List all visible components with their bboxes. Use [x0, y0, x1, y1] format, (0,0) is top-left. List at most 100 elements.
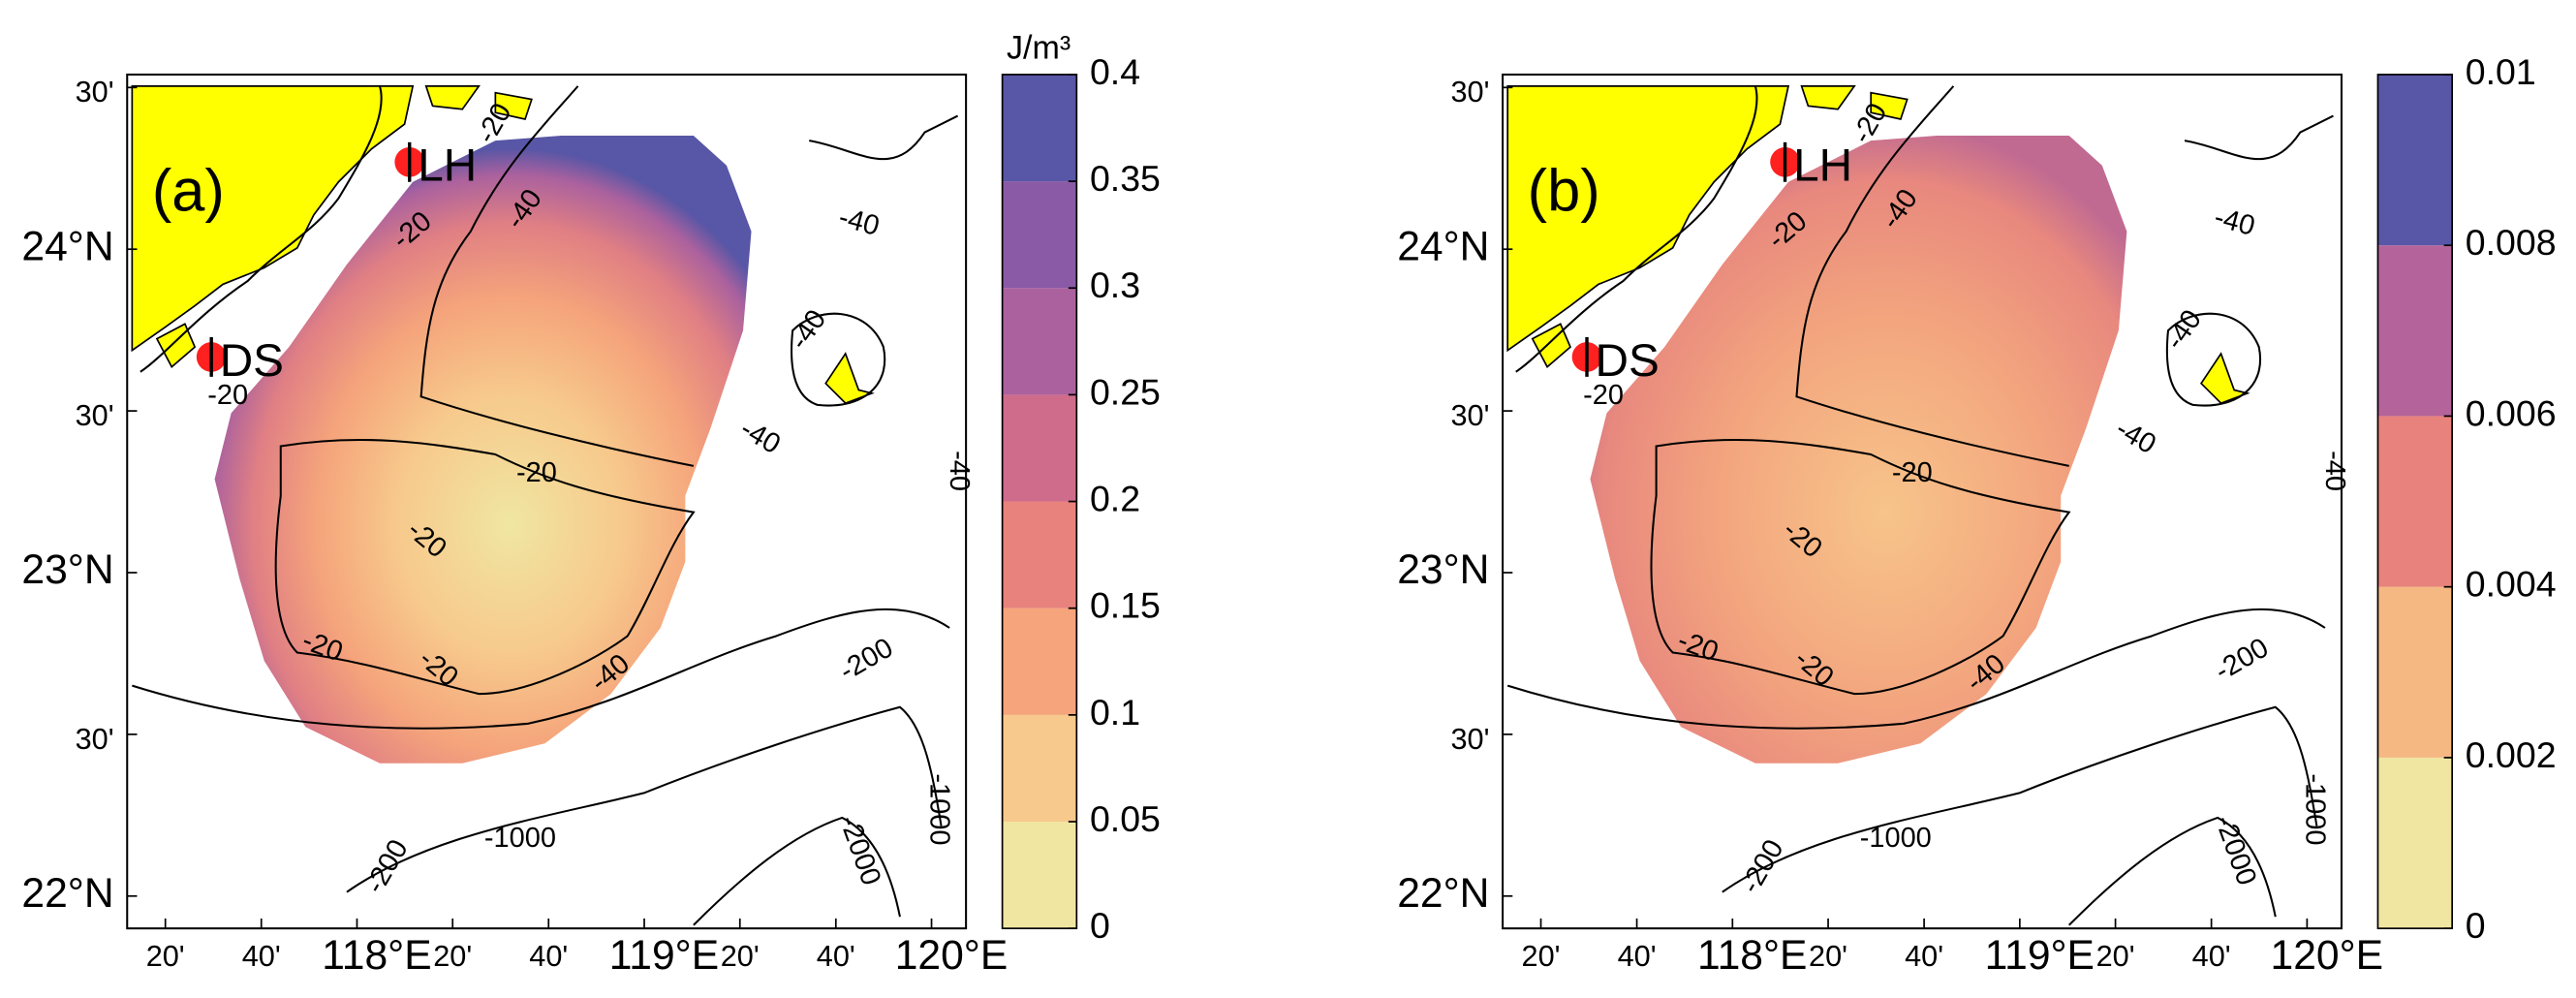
colorbar-tick-label: 0.15 — [1090, 585, 1161, 626]
island — [1800, 85, 1856, 110]
colorbar-segment — [1002, 288, 1077, 395]
isobath-label: -1000 — [484, 823, 556, 854]
isobath — [419, 85, 695, 467]
isobath — [2184, 114, 2334, 161]
y-tick-label: 23°N — [1397, 546, 1489, 593]
isobath — [1515, 85, 1758, 373]
map-panel: -20-40-40-20-40-20-40-20-20-20 -20 -40 -200… — [1397, 51, 2556, 979]
y-tick-label: 30' — [76, 722, 114, 756]
x-tick-label: 20' — [1809, 939, 1847, 973]
panel-label: (a) — [152, 158, 225, 225]
colorbar-tick-label: 0.004 — [2466, 564, 2557, 605]
land — [1506, 85, 1790, 353]
energy-field — [214, 136, 752, 764]
x-tick-label: 40' — [1618, 939, 1657, 973]
isobath — [1722, 705, 2318, 893]
y-tick-label: 30' — [76, 75, 114, 109]
colorbar-tick-label: 0.35 — [1090, 158, 1161, 199]
island — [155, 323, 197, 368]
isobath-label: -40 — [2319, 451, 2350, 491]
station-label: DS — [220, 335, 284, 387]
colorbar-tick-label: 0.1 — [1090, 692, 1140, 733]
colorbar-tick-label: 0.25 — [1090, 371, 1161, 412]
colorbar-segment — [2377, 586, 2453, 758]
colorbar-segment — [2377, 74, 2453, 246]
isobath-label: -20 — [1583, 380, 1624, 411]
energy-field — [1590, 136, 2127, 764]
island — [494, 91, 533, 120]
station-label: LH — [418, 140, 477, 192]
x-tick-label: 118°E — [1697, 932, 1807, 979]
colorbar-segment — [2377, 757, 2453, 929]
isobath-label: -20 — [207, 380, 248, 411]
colorbar-tick-label: 0 — [1090, 905, 1110, 946]
isobath — [791, 312, 886, 407]
x-tick-label: 40' — [242, 939, 281, 973]
isobath — [274, 438, 696, 696]
isobath — [693, 816, 901, 926]
colorbar-segment — [2377, 245, 2453, 417]
isobath — [809, 114, 959, 161]
y-tick-label: 23°N — [21, 546, 113, 593]
isobath — [2067, 816, 2277, 926]
x-tick-label: 119°E — [609, 932, 719, 979]
isobath — [140, 85, 383, 373]
x-tick-label: 118°E — [322, 932, 431, 979]
x-tick-label: 20' — [433, 939, 472, 973]
y-tick-label: 30' — [76, 398, 114, 432]
island — [1531, 323, 1571, 368]
station-label: LH — [1793, 140, 1852, 192]
x-tick-label: 40' — [817, 939, 855, 973]
x-tick-label: 40' — [529, 939, 568, 973]
isobath — [2165, 312, 2262, 407]
isobath-label: -1000 — [2299, 773, 2330, 845]
colorbar-tick-label: 0.006 — [2466, 392, 2557, 433]
isobath — [1506, 608, 2326, 730]
isobath-label: -1000 — [923, 773, 954, 845]
x-tick-label: 40' — [1905, 939, 1943, 973]
isobath — [1795, 85, 2069, 467]
colorbar-segment — [1002, 822, 1077, 929]
isobath-label: -40 — [944, 451, 975, 491]
x-tick-label: 20' — [146, 939, 185, 973]
colorbar-segment — [2377, 416, 2453, 587]
x-tick-label: 120°E — [2271, 932, 2384, 979]
isobath — [1650, 438, 2071, 696]
colorbar-tick-label: 0.008 — [2466, 222, 2557, 263]
island — [424, 85, 481, 110]
colorbar-segment — [1002, 714, 1077, 823]
island — [2199, 352, 2250, 405]
colorbar-segment — [1002, 501, 1077, 608]
colorbar-unit: J/m³ — [1007, 29, 1071, 66]
map-frame — [1502, 73, 2343, 930]
x-tick-label: 20' — [2096, 939, 2135, 973]
island — [824, 352, 875, 405]
y-tick-label: 22°N — [1397, 870, 1489, 917]
x-tick-label: 20' — [1522, 939, 1561, 973]
colorbar-tick-label: 0 — [2466, 905, 2486, 946]
colorbar-segment — [1002, 394, 1077, 502]
y-tick-label: 22°N — [21, 870, 113, 917]
panel-label: (b) — [1528, 158, 1600, 225]
y-tick-label: 24°N — [21, 223, 113, 269]
y-tick-label: 24°N — [1397, 223, 1489, 269]
isobath — [132, 608, 950, 730]
y-tick-label: 30' — [1450, 722, 1489, 756]
isobath — [346, 705, 943, 893]
land — [131, 85, 415, 353]
colorbar-tick-label: 0.3 — [1090, 265, 1140, 305]
colorbar-frame — [2376, 74, 2454, 930]
colorbar-tick-label: 0.2 — [1090, 478, 1140, 518]
island — [1870, 91, 1909, 120]
colorbar-segment — [1002, 74, 1077, 182]
colorbar-tick-label: 0.4 — [1090, 51, 1140, 92]
colorbar-tick-label: 0.05 — [1090, 798, 1161, 839]
y-tick-label: 30' — [1450, 75, 1489, 109]
isobath-label: -20 — [1892, 457, 1933, 488]
x-tick-label: 20' — [721, 939, 760, 973]
colorbar-segment — [1002, 181, 1077, 289]
map-panel: -20-40-40-20-40-20-40-20-20-20 -20 -40 -200… — [21, 29, 1161, 979]
x-tick-label: 119°E — [1985, 932, 2095, 979]
isobath-label: -1000 — [1860, 823, 1932, 854]
